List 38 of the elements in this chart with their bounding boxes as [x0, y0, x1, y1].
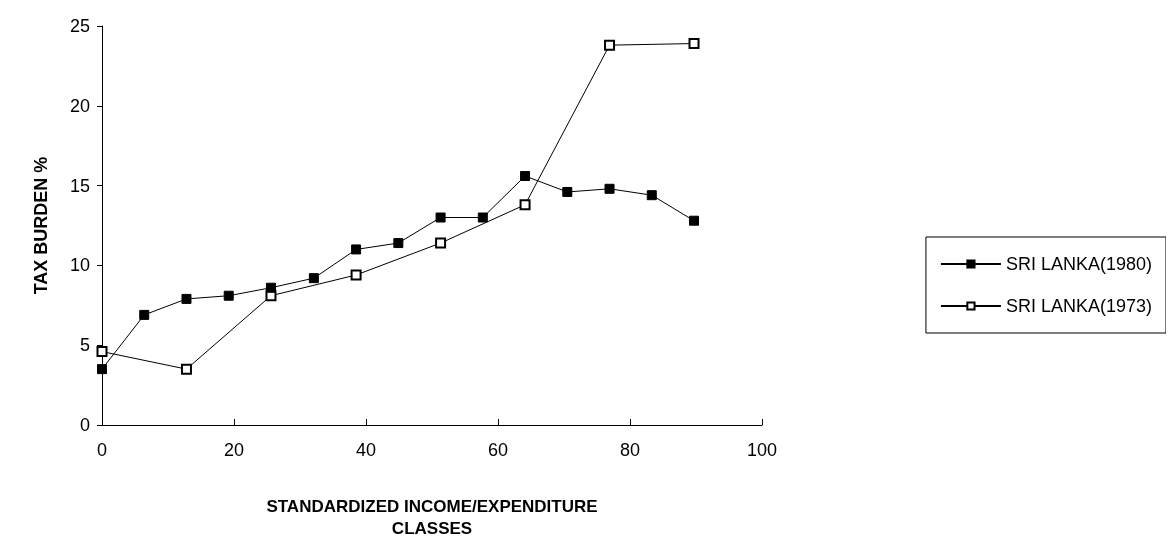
point — [350, 269, 362, 281]
point — [393, 238, 404, 249]
point — [689, 215, 700, 226]
point — [180, 363, 192, 375]
x-tick-label: 60 — [487, 440, 509, 460]
point — [519, 199, 531, 211]
point — [520, 171, 531, 182]
point — [604, 183, 615, 194]
point — [477, 212, 488, 223]
point — [96, 346, 108, 358]
point — [139, 309, 150, 320]
y-tick-label: 0 — [79, 415, 90, 435]
x-axis-title: STANDARDIZED INCOME/EXPENDITURE CLASSES — [266, 496, 598, 538]
point — [435, 212, 446, 223]
legend-label: SRI LANKA(1980) — [1005, 254, 1153, 274]
x-tick-label: 100 — [746, 440, 778, 460]
point — [265, 282, 276, 293]
y-tick-label: 25 — [69, 16, 90, 36]
y-axis-title: TAX BURDEN % — [31, 156, 51, 295]
y-tick-label: 10 — [69, 255, 90, 276]
point — [97, 364, 107, 375]
legend-label: SRI LANKA(1973) — [1005, 296, 1153, 316]
point — [562, 186, 573, 197]
point — [181, 293, 192, 304]
x-tick-label: 20 — [223, 440, 245, 460]
x-tick-label: 40 — [355, 440, 377, 460]
x-tick-label: 80 — [619, 440, 641, 460]
point — [604, 39, 616, 51]
point — [435, 237, 447, 249]
point — [688, 38, 700, 50]
point — [308, 273, 319, 284]
y-tick-label: 20 — [69, 95, 90, 116]
point — [223, 290, 234, 301]
y-tick-label: 15 — [69, 175, 90, 196]
point — [351, 244, 362, 255]
point — [646, 190, 657, 201]
x-tick-label: 0 — [96, 440, 108, 460]
y-tick-label: 5 — [79, 335, 90, 356]
